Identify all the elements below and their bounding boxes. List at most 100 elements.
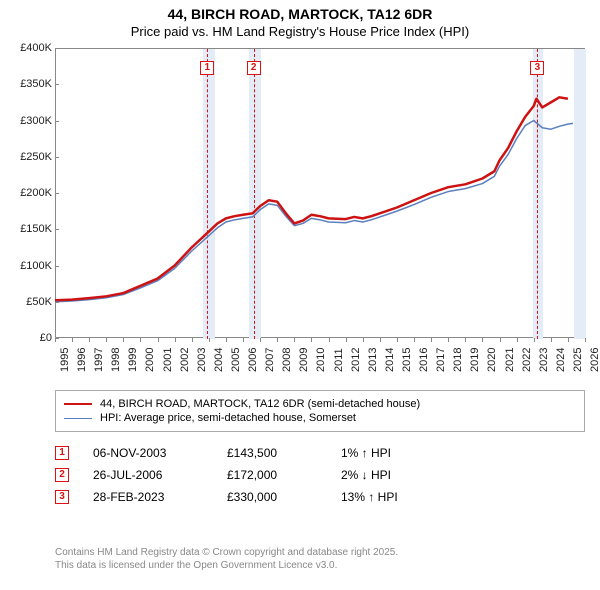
footer: Contains HM Land Registry data © Crown c… [55,546,398,572]
x-tick [465,338,466,342]
sale-row-marker: 3 [55,490,69,504]
series-hpi [55,121,573,302]
y-tick [55,84,59,85]
series-price_paid [55,97,568,300]
x-tick-label: 2025 [572,348,584,372]
x-tick-label: 2017 [435,348,447,372]
sale-row-marker: 1 [55,446,69,460]
y-tick-label: £0 [40,332,52,344]
sale-row-hpi: 1% ↑ HPI [341,446,391,460]
sale-row-date: 06-NOV-2003 [93,446,203,460]
x-tick-label: 2007 [264,348,276,372]
x-tick-label: 2019 [469,348,481,372]
sale-row-hpi: 2% ↓ HPI [341,468,391,482]
y-tick [55,229,59,230]
sales-table: 1 06-NOV-2003 £143,500 1% ↑ HPI 2 26-JUL-2006… [55,438,585,512]
x-tick-label: 1998 [110,348,122,372]
x-tick-label: 2002 [179,348,191,372]
x-tick [175,338,176,342]
legend-label: 44, BIRCH ROAD, MARTOCK, TA12 6DR (semi-… [100,398,420,410]
x-tick [260,338,261,342]
x-tick-label: 1995 [59,348,71,372]
x-tick [500,338,501,342]
y-tick [55,266,59,267]
legend-swatch [64,418,92,419]
x-tick-label: 2001 [162,348,174,372]
x-tick [431,338,432,342]
x-tick-label: 2018 [452,348,464,372]
x-tick-label: 2009 [298,348,310,372]
y-tick [55,157,59,158]
x-tick-label: 2014 [384,348,396,372]
x-tick-label: 2013 [367,348,379,372]
x-tick [517,338,518,342]
sale-row-price: £172,000 [227,468,317,482]
y-tick-label: £200K [20,187,52,199]
x-tick-label: 1997 [93,348,105,372]
y-tick-label: £300K [20,115,52,127]
x-tick-label: 2015 [401,348,413,372]
y-tick [55,121,59,122]
x-tick [140,338,141,342]
x-tick [89,338,90,342]
legend-label: HPI: Average price, semi-detached house,… [100,412,356,424]
x-tick [329,338,330,342]
y-tick-label: £50K [26,296,52,308]
legend: 44, BIRCH ROAD, MARTOCK, TA12 6DR (semi-… [55,390,585,432]
sale-row-date: 26-JUL-2006 [93,468,203,482]
y-tick-label: £150K [20,223,52,235]
sale-row: 2 26-JUL-2006 £172,000 2% ↓ HPI [55,468,585,482]
sale-row-price: £143,500 [227,446,317,460]
x-tick [226,338,227,342]
x-tick [72,338,73,342]
page-title: 44, BIRCH ROAD, MARTOCK, TA12 6DR [0,0,600,22]
x-tick [123,338,124,342]
y-tick-label: £250K [20,151,52,163]
chart: 123 £0£50K£100K£150K£200K£250K£300K£350K… [0,48,600,368]
x-tick [363,338,364,342]
sale-row-marker: 2 [55,468,69,482]
x-tick-label: 2005 [230,348,242,372]
x-tick-label: 2026 [589,348,600,372]
chart-lines [0,48,600,368]
footer-line-2: This data is licensed under the Open Gov… [55,559,398,572]
x-tick [397,338,398,342]
y-tick-label: £100K [20,260,52,272]
x-tick-label: 2004 [213,348,225,372]
x-tick-label: 2023 [538,348,550,372]
x-tick [482,338,483,342]
y-tick-label: £400K [20,42,52,54]
page-subtitle: Price paid vs. HM Land Registry's House … [0,22,600,45]
x-tick-label: 2020 [486,348,498,372]
x-tick [346,338,347,342]
x-tick-label: 1996 [76,348,88,372]
x-tick [158,338,159,342]
x-tick [209,338,210,342]
x-tick [294,338,295,342]
x-tick [277,338,278,342]
legend-row: HPI: Average price, semi-detached house,… [64,412,576,424]
x-tick [311,338,312,342]
x-tick-label: 2012 [350,348,362,372]
x-tick [192,338,193,342]
x-tick [448,338,449,342]
x-tick-label: 1999 [127,348,139,372]
x-tick-label: 2011 [333,348,345,372]
sale-row-price: £330,000 [227,490,317,504]
x-tick [414,338,415,342]
x-tick [243,338,244,342]
x-tick [55,338,56,342]
x-tick-label: 2016 [418,348,430,372]
x-tick [534,338,535,342]
x-tick-label: 2021 [504,348,516,372]
x-tick [380,338,381,342]
legend-row: 44, BIRCH ROAD, MARTOCK, TA12 6DR (semi-… [64,398,576,410]
x-tick [106,338,107,342]
sale-row-date: 28-FEB-2023 [93,490,203,504]
footer-line-1: Contains HM Land Registry data © Crown c… [55,546,398,559]
legend-swatch [64,403,92,405]
y-tick [55,302,59,303]
sale-row-hpi: 13% ↑ HPI [341,490,398,504]
x-tick-label: 2006 [247,348,259,372]
sale-row: 3 28-FEB-2023 £330,000 13% ↑ HPI [55,490,585,504]
